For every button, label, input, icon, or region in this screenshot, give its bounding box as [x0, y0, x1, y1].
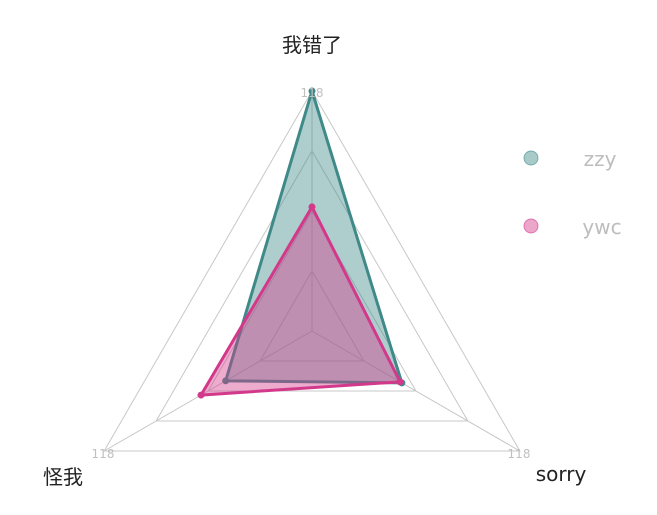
axis-label-wocuole: 我错了 [282, 33, 342, 57]
series-area-zzy [224, 89, 404, 385]
grid-spoke-2 [103, 330, 313, 452]
grid-ring-1 [259, 269, 365, 362]
radar-grid [103, 89, 521, 452]
series-point-ywc-0 [308, 203, 316, 211]
legend-marker-ywc [523, 218, 539, 234]
legend: zzy ywc [523, 147, 622, 239]
series-point-ywc-1 [396, 378, 404, 386]
grid-spoke-1 [311, 330, 521, 452]
series-area-ywc [199, 205, 402, 397]
tick-labels: 118 118 118 [92, 86, 531, 461]
series-layer [197, 87, 406, 399]
grid-ring-4 [103, 89, 521, 452]
series-point-zzy-2 [222, 377, 230, 385]
axis-labels: 我错了 sorry 怪我 [43, 33, 586, 489]
axis-label-sorry: sorry [536, 462, 587, 486]
axis-label-guaiwo: 怪我 [43, 465, 83, 489]
grid-ring-2 [207, 209, 417, 392]
series-point-zzy-0 [308, 87, 316, 95]
tick-label-left: 118 [92, 447, 115, 461]
series-point-ywc-2 [197, 391, 205, 399]
tick-label-top: 118 [301, 86, 324, 100]
tick-label-right: 118 [508, 447, 531, 461]
legend-label-zzy: zzy [584, 147, 617, 171]
legend-marker-zzy [523, 150, 539, 166]
legend-label-ywc: ywc [582, 215, 621, 239]
grid-ring-3 [155, 150, 469, 422]
